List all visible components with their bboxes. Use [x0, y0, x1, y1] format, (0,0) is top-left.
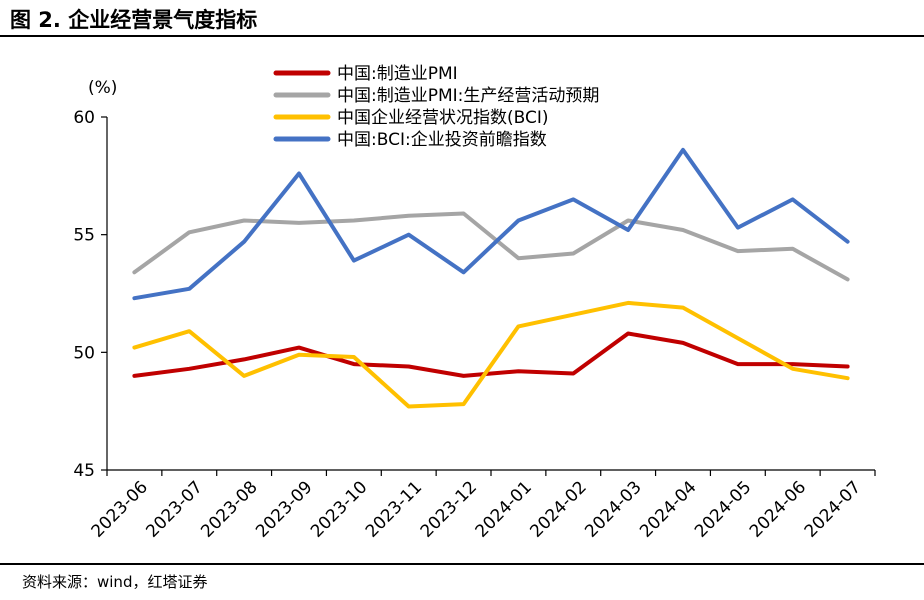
source-note: 资料来源：wind，红塔证券	[22, 573, 208, 591]
series-line	[132, 147, 850, 301]
x-tick-label: 2023-10	[307, 477, 371, 541]
x-tick-label: 2024-07	[801, 477, 865, 541]
y-tick-label: 50	[73, 343, 95, 363]
bottom-rule	[0, 563, 924, 565]
x-tick-label: 2024-05	[691, 477, 755, 541]
x-tick-label: 2024-01	[472, 477, 536, 541]
series-line	[132, 211, 850, 282]
series-line	[132, 300, 850, 409]
y-unit-label: (%)	[88, 78, 117, 98]
figure-header: 图 2. 企业经营景气度指标	[0, 0, 924, 38]
legend-label: 中国企业经营状况指数(BCI)	[337, 108, 549, 128]
top-rule	[0, 35, 924, 37]
legend-label: 中国:制造业PMI	[337, 64, 458, 84]
legend-label: 中国:制造业PMI:生产经营活动预期	[337, 86, 599, 106]
legend-label: 中国:BCI:企业投资前瞻指数	[337, 130, 547, 150]
y-tick-label: 60	[73, 108, 95, 128]
x-tick-label: 2024-02	[526, 477, 590, 541]
series-line	[132, 331, 850, 378]
x-tick-label: 2023-11	[362, 477, 426, 541]
x-tick-label: 2023-12	[417, 477, 481, 541]
line-chart: 45505560(%)2023-062023-072023-082023-092…	[73, 64, 876, 542]
x-tick-label: 2023-09	[252, 477, 316, 541]
x-tick-label: 2024-04	[636, 477, 700, 541]
x-tick-label: 2023-07	[142, 477, 206, 541]
y-tick-label: 45	[73, 461, 95, 481]
x-tick-label: 2024-03	[581, 477, 645, 541]
x-tick-label: 2023-08	[197, 477, 261, 541]
figure-title: 图 2. 企业经营景气度指标	[10, 8, 258, 32]
x-tick-label: 2023-06	[88, 477, 152, 541]
x-tick-label: 2024-06	[746, 477, 810, 541]
y-tick-label: 55	[73, 226, 95, 246]
